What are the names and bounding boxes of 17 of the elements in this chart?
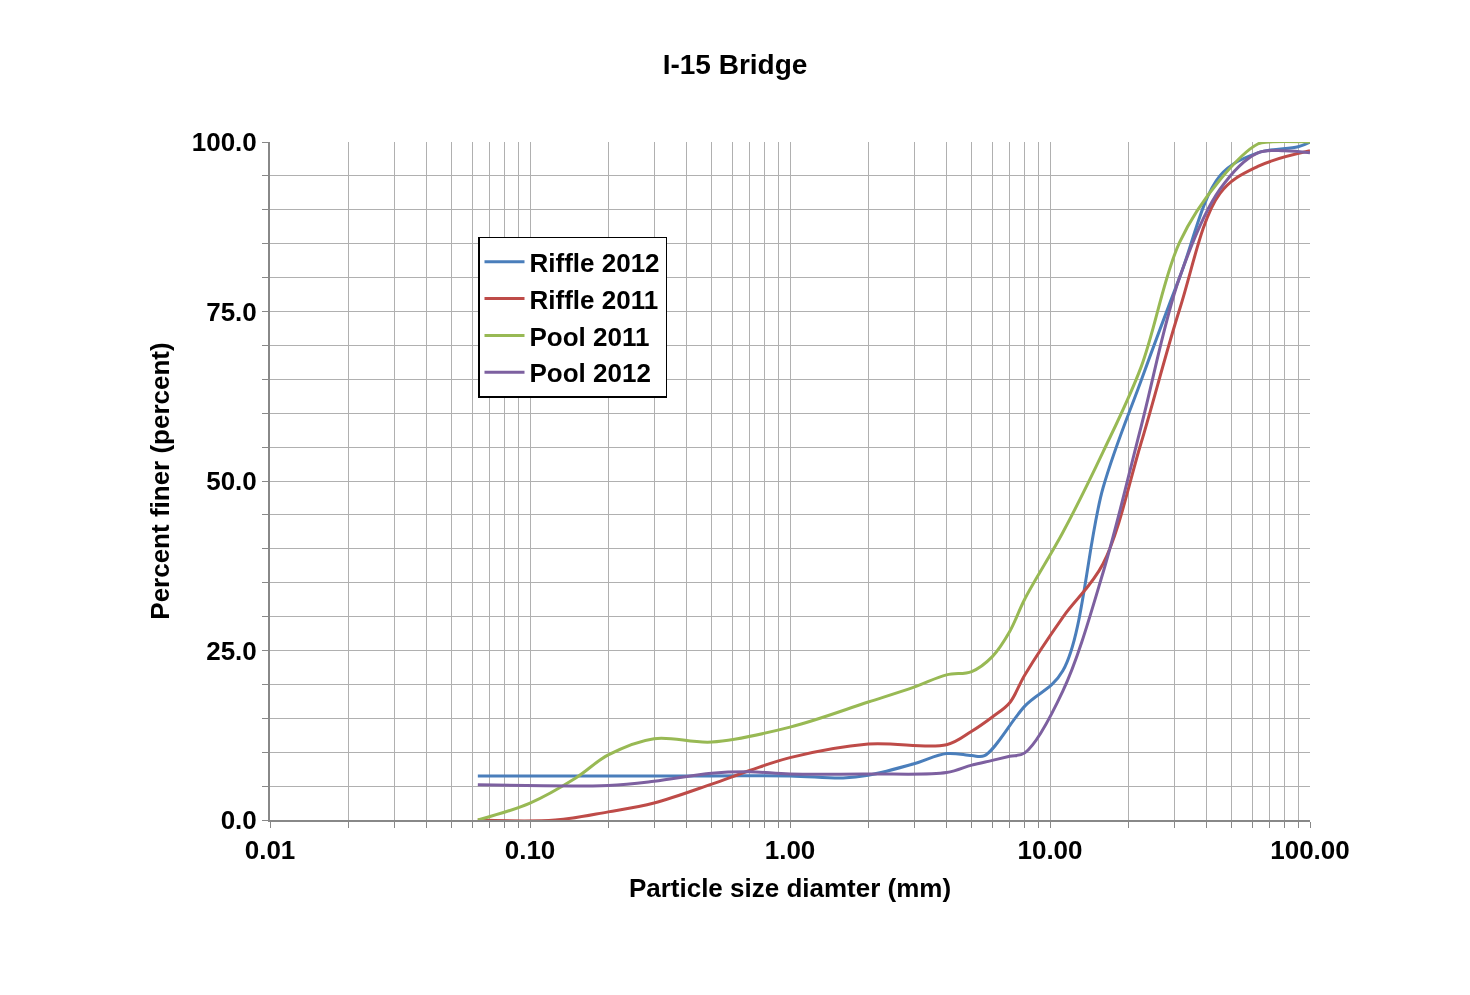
y-axis-title: Percent finer (percent) [144,342,175,620]
y-tick-label: 50.0 [206,466,257,497]
chart-title: I-15 Bridge [662,49,808,81]
x-tick-label: 100.00 [1270,835,1350,866]
legend-label: Riffle 2012 [529,247,660,278]
legend-label: Riffle 2011 [529,284,659,315]
legend-label: Pool 2012 [529,358,651,389]
x-tick-label: 10.00 [1017,835,1083,866]
x-tick-label: 1.00 [764,835,816,866]
x-tick-label: 0.01 [244,835,296,866]
y-tick-label: 0.0 [220,805,257,836]
y-tick-label: 75.0 [206,296,257,327]
x-tick-label: 0.10 [504,835,556,866]
legend-label: Pool 2011 [529,321,650,352]
y-tick-label: 100.0 [191,127,257,158]
x-axis-title: Particle size diamter (mm) [628,873,952,904]
y-tick-label: 25.0 [206,635,257,666]
